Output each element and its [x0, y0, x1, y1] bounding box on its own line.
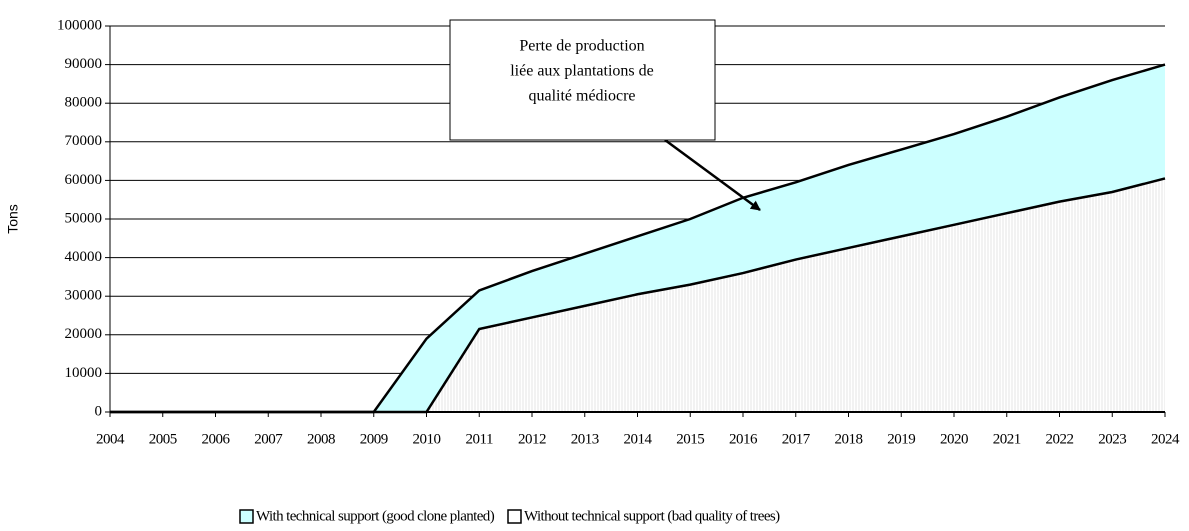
annotation-text: qualité médiocre [528, 88, 635, 105]
x-tick-label: 2021 [993, 431, 1021, 447]
y-tick-label: 70000 [65, 133, 103, 149]
y-tick-label: 80000 [65, 95, 103, 111]
x-tick-label: 2022 [1046, 431, 1074, 447]
x-tick-label: 2019 [887, 431, 915, 447]
y-tick-label: 10000 [65, 365, 103, 381]
x-tick-label: 2009 [360, 431, 388, 447]
y-tick-label: 20000 [65, 326, 103, 342]
x-tick-label: 2020 [940, 431, 968, 447]
x-tick-label: 2023 [1098, 431, 1126, 447]
legend-swatch [239, 509, 254, 524]
annotation-arrow [664, 138, 761, 212]
y-axis-label: Tons [5, 204, 21, 234]
x-tick-label: 2005 [149, 431, 177, 447]
annotation-text: liée aux plantations de [510, 63, 654, 80]
legend-label: With technical support (good clone plant… [256, 508, 495, 524]
x-tick-label: 2014 [624, 431, 653, 447]
y-tick-label: 50000 [65, 210, 103, 226]
x-tick-label: 2013 [571, 431, 599, 447]
annotation-text: Perte de production [519, 38, 644, 55]
y-tick-label: 30000 [65, 288, 103, 304]
x-tick-label: 2012 [518, 431, 546, 447]
x-tick-label: 2008 [307, 431, 335, 447]
x-tick-label: 2017 [782, 431, 811, 447]
x-tick-label: 2010 [413, 431, 441, 447]
y-tick-label: 60000 [65, 172, 103, 188]
legend-label: Without technical support (bad quality o… [524, 508, 780, 524]
x-tick-label: 2011 [466, 431, 493, 447]
x-tick-label: 2006 [202, 431, 231, 447]
x-tick-label: 2015 [676, 431, 704, 447]
y-tick-label: 90000 [65, 56, 103, 72]
x-tick-label: 2024 [1151, 431, 1180, 447]
x-tick-label: 2004 [96, 431, 125, 447]
y-tick-label: 100000 [57, 17, 102, 33]
annotation-box [449, 19, 716, 141]
y-tick-label: 0 [95, 403, 103, 419]
legend-swatch [507, 509, 522, 524]
x-tick-label: 2018 [835, 431, 863, 447]
x-tick-label: 2007 [254, 431, 283, 447]
y-tick-label: 40000 [65, 249, 103, 265]
x-tick-label: 2016 [729, 431, 758, 447]
